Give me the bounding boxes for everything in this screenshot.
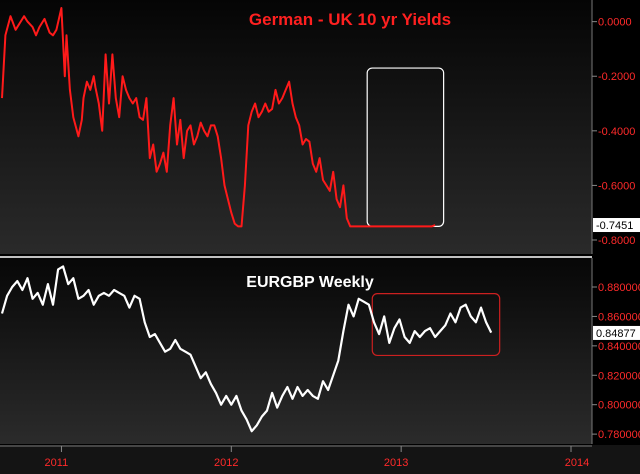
bottom-y-ticks: 0.880000 0.860000 0.840000 0.820000 0.800000… <box>592 282 640 441</box>
x-ticks: 2011 2012 2013 2014 <box>45 446 589 469</box>
eurgbp-panel: 0.880000 0.860000 0.840000 0.820000 0.800000… <box>0 258 640 444</box>
y-tick-label: 0.860000 <box>598 311 640 323</box>
bottom-last-value-label: 0.84877 <box>596 328 636 340</box>
y-tick-label: 0.880000 <box>598 282 640 294</box>
eurgbp-series-line <box>0 265 493 433</box>
bottom-last-value-badge <box>593 325 640 340</box>
bottom-panel-background <box>0 258 592 444</box>
y-tick-label: -0.4000 <box>598 126 635 138</box>
yield-spread-series-line <box>1 7 436 228</box>
y-tick-label: 0.800000 <box>598 400 640 412</box>
top-last-value-label: -0.7451 <box>596 220 633 232</box>
x-tick-label: 2011 <box>45 457 69 469</box>
y-tick-label: -0.8000 <box>598 235 635 247</box>
x-tick-label: 2013 <box>384 457 408 469</box>
y-tick-label: 0.0000 <box>598 17 632 29</box>
bottom-highlight-box <box>371 293 501 357</box>
top-chart-title: German - UK 10 yr Yields <box>249 10 451 29</box>
top-last-value-badge <box>593 218 640 233</box>
x-tick-label: 2014 <box>565 457 589 469</box>
y-tick-label: -0.6000 <box>598 180 635 192</box>
y-tick-label: -0.2000 <box>598 71 635 83</box>
y-tick-label: 0.820000 <box>598 370 640 382</box>
y-tick-label: 0.780000 <box>598 429 640 441</box>
top-panel-background <box>0 0 592 254</box>
y-tick-label: 0.840000 <box>598 341 640 353</box>
yield-spread-panel: 0.0000 -0.2000 -0.4000 -0.6000 -0.8000 -0.74… <box>0 0 640 254</box>
x-axis-background <box>0 445 640 474</box>
x-tick-label: 2012 <box>214 457 238 469</box>
bottom-chart-title: EURGBP Weekly <box>246 274 374 291</box>
top-y-ticks: 0.0000 -0.2000 -0.4000 -0.6000 -0.8000 <box>592 17 635 247</box>
